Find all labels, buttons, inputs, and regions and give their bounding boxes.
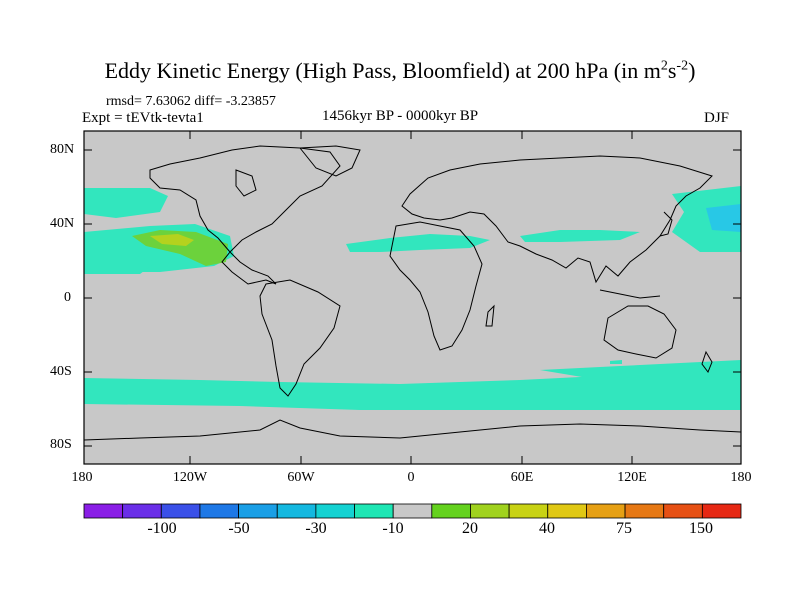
colorbar-label: -100 <box>147 520 177 537</box>
colorbar-cell <box>354 503 394 519</box>
lat-label-80n: 80N <box>50 142 75 157</box>
colorbar-label: 20 <box>462 520 478 537</box>
lat-label-40n: 40N <box>50 216 75 231</box>
lon-label-180w: 180 <box>71 470 93 485</box>
indonesia <box>599 289 661 299</box>
colorbar-cell <box>508 503 549 519</box>
small-cyan-patch <box>610 360 622 364</box>
lat-label-80s: 80S <box>50 437 72 452</box>
lon-label-60w: 60W <box>287 470 315 485</box>
colorbar-cell <box>547 503 587 519</box>
colorbar-cell <box>276 503 317 519</box>
season-label: DJF <box>704 110 730 126</box>
stats-label: rmsd= 7.63062 diff= -3.23857 <box>106 94 276 109</box>
colorbar-label: 150 <box>689 520 713 537</box>
plot-title: Eddy Kinetic Energy (High Pass, Bloomfie… <box>104 58 696 83</box>
asia-band <box>520 230 640 242</box>
lat-label-0: 0 <box>64 290 71 305</box>
eurasia-coast <box>401 155 713 284</box>
pacific-positive-core <box>150 234 194 246</box>
colorbar-cell <box>586 503 626 519</box>
colorbar-cell <box>392 503 433 519</box>
antarctica-coast <box>84 419 741 441</box>
new-zealand <box>701 350 713 374</box>
north-pacific-east-core <box>706 204 741 232</box>
colorbar-cell <box>624 503 665 519</box>
colorbar-cell <box>238 503 278 519</box>
southern-ocean-band <box>84 370 741 410</box>
lon-ticks <box>83 131 742 464</box>
lat-label-40s: 40S <box>50 364 72 379</box>
greenland <box>299 145 361 177</box>
north-pacific-east-band <box>672 186 741 252</box>
colorbar-cell <box>83 503 124 519</box>
shaded-regions <box>84 186 741 410</box>
coastlines <box>84 145 741 441</box>
colorbar-label: -50 <box>228 520 250 537</box>
experiment-label: Expt = tEVtk-tevta1 <box>82 110 204 126</box>
colorbar-label: -10 <box>382 520 404 537</box>
japan <box>659 211 673 237</box>
period-label: 1456kyr BP - 0000kyr BP <box>322 108 479 124</box>
colorbar-cell <box>431 503 471 519</box>
colorbar <box>83 503 742 519</box>
africa-coast <box>389 221 483 351</box>
colorbar-cell <box>160 503 201 519</box>
colorbar-cell <box>663 503 703 519</box>
colorbar-cell <box>470 503 510 519</box>
north-america-coast <box>149 145 341 285</box>
madagascar <box>485 304 495 327</box>
colorbar-cell <box>701 503 742 519</box>
lon-label-180e: 180 <box>730 470 752 485</box>
pacific-west-band <box>84 188 168 218</box>
lon-label-120e: 120E <box>617 470 647 485</box>
south-america-coast <box>259 279 341 397</box>
southern-ocean-band-strip <box>540 360 741 380</box>
colorbar-label: 40 <box>539 520 555 537</box>
colorbar-cell <box>315 503 355 519</box>
colorbar-label: -30 <box>305 520 327 537</box>
lon-label-0: 0 <box>407 470 415 485</box>
colorbar-cell <box>199 503 239 519</box>
colorbar-label: 75 <box>616 520 632 537</box>
colorbar-cell <box>122 503 162 519</box>
hudson-bay <box>235 169 257 197</box>
lon-label-120w: 120W <box>172 470 208 485</box>
atlantic-band <box>346 234 490 252</box>
pacific-band-lower <box>84 254 156 274</box>
australia-coast <box>603 305 677 359</box>
lat-ticks <box>84 149 741 447</box>
lon-label-60e: 60E <box>510 470 534 485</box>
